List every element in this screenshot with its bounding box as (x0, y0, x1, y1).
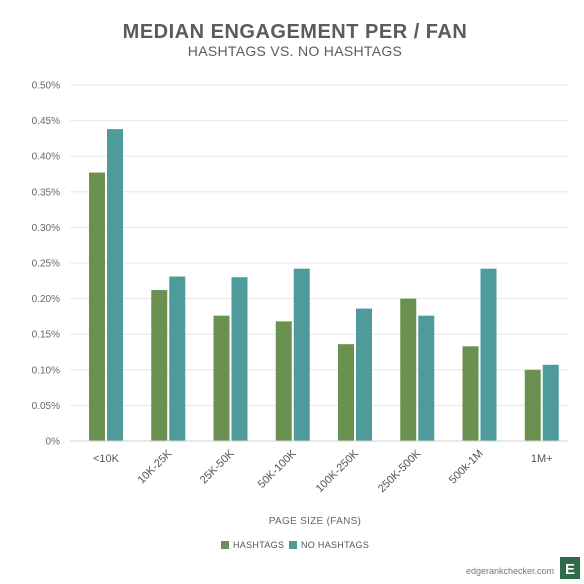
bar-hashtags (151, 290, 168, 441)
y-tick-label: 0.30% (32, 223, 60, 234)
bar-hashtags (400, 298, 417, 441)
y-tick-label: 0.50% (32, 81, 60, 92)
bar-hashtags (89, 172, 105, 442)
y-tick-label: 0.45% (32, 116, 60, 127)
bars (89, 129, 559, 442)
chart-subtitle: HASHTAGS VS. NO HASHTAGS (188, 43, 402, 59)
bar-no-hashtags (169, 276, 186, 441)
credit-text: edgerankchecker.com (466, 566, 554, 576)
bar-hashtags (213, 315, 230, 441)
bar-no-hashtags (293, 268, 310, 441)
x-tick-label: 1M+ (531, 453, 553, 465)
chart-title: MEDIAN ENGAGEMENT PER / FAN (123, 21, 468, 43)
legend-swatch-no-hashtags (289, 541, 297, 549)
x-tick-label: 10K-25K (136, 447, 175, 486)
y-tick-label: 0.15% (32, 330, 60, 341)
bar-no-hashtags (418, 315, 435, 441)
legend-label-hashtags: HASHTAGS (233, 540, 284, 550)
bar-hashtags (524, 369, 541, 441)
bar-no-hashtags (356, 308, 372, 441)
y-tick-label: 0.05% (32, 401, 60, 412)
x-tick-label: 25K-50K (198, 447, 237, 486)
legend: HASHTAGS NO HASHTAGS (221, 540, 369, 550)
bar-hashtags (275, 321, 292, 441)
y-tick-label: 0% (46, 437, 61, 448)
edgerank-logo: E (560, 557, 580, 579)
y-tick-label: 0.40% (32, 152, 60, 163)
x-tick-label: 50K-100K (256, 447, 300, 491)
y-axis-ticks: 0% 0.05% 0.10% 0.15% 0.20% 0.25% 0.30% 0.35% 0.4… (32, 81, 60, 448)
y-tick-label: 0.25% (32, 259, 60, 270)
bar-no-hashtags (480, 268, 497, 441)
logo-box (560, 557, 580, 579)
logo-letter: E (565, 561, 575, 578)
y-tick-label: 0.10% (32, 365, 60, 376)
bar-hashtags (462, 346, 479, 441)
x-tick-label: 250K-500K (376, 447, 424, 495)
bar-no-hashtags (107, 129, 123, 442)
y-tick-label: 0.20% (32, 294, 60, 305)
bar-no-hashtags (231, 277, 248, 441)
bar-hashtags (338, 344, 354, 441)
legend-label-no-hashtags: NO HASHTAGS (301, 540, 369, 550)
x-tick-label: 500k-1M (447, 448, 486, 487)
legend-swatch-hashtags (221, 541, 229, 549)
bar-no-hashtags (542, 364, 559, 441)
y-tick-label: 0.35% (32, 187, 60, 198)
x-axis-ticks: <10K 10K-25K 25K-50K 50K-100K 100K-250K 250K-… (93, 447, 553, 495)
x-axis-title: PAGE SIZE (FANS) (269, 516, 361, 527)
x-tick-label: 100K-250K (314, 447, 362, 495)
x-tick-label: <10K (93, 453, 120, 465)
